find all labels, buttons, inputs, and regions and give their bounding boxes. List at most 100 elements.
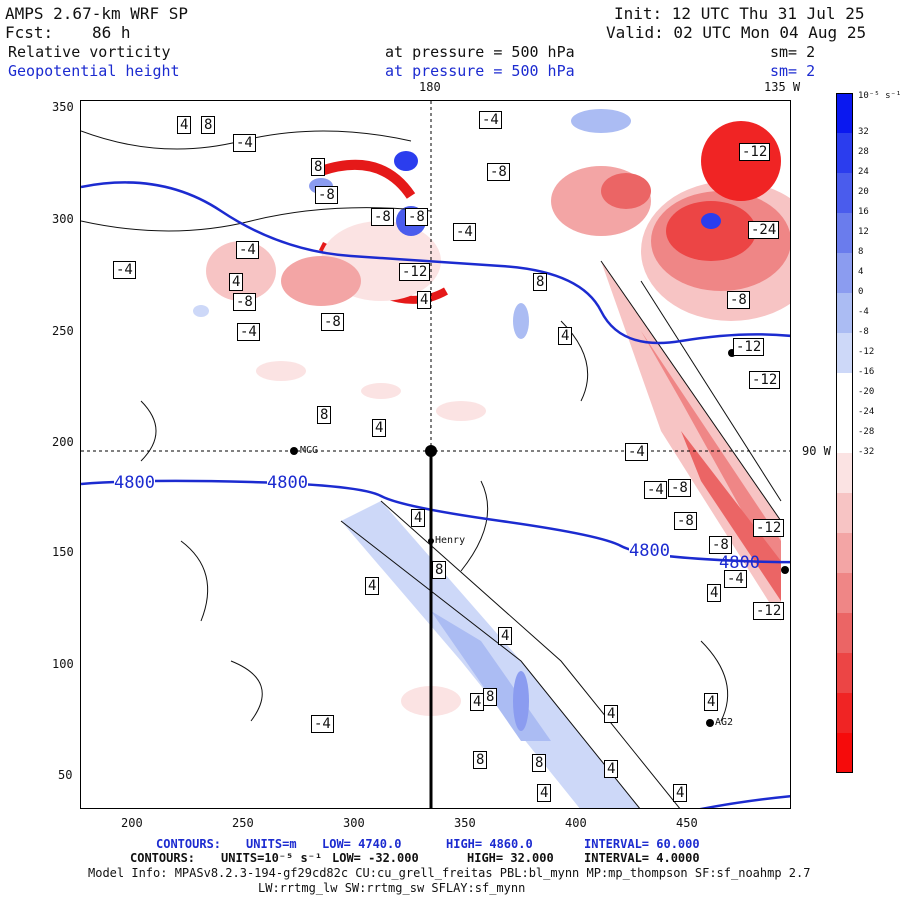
vorticity-contour-label: 8 xyxy=(201,116,216,134)
vorticity-contours-high: HIGH= 32.000 xyxy=(467,851,554,865)
height-contour-label: 4800 xyxy=(719,553,760,573)
colorbar-label: 28 xyxy=(858,147,869,157)
vorticity-contour-label: 8 xyxy=(532,754,547,772)
vorticity-contour-label: 4 xyxy=(537,784,552,802)
colorbar-swatch xyxy=(836,533,853,573)
vorticity-contour-label: -4 xyxy=(236,241,259,259)
station-label-mcg: MCG xyxy=(300,445,319,456)
y-tick-label: 50 xyxy=(58,768,73,782)
colorbar-swatch xyxy=(836,213,853,253)
pole-marker xyxy=(425,445,437,457)
height-contours-label: CONTOURS: xyxy=(156,837,222,851)
colorbar-swatch xyxy=(836,733,853,773)
forecast-label: Fcst: xyxy=(5,23,54,42)
vorticity-contour-label: 4 xyxy=(673,784,688,802)
vorticity-contour-label: -4 xyxy=(724,570,747,588)
vorticity-contour-label: -4 xyxy=(453,223,476,241)
colorbar-label: 12 xyxy=(858,227,869,237)
vorticity-contour-label: -4 xyxy=(644,481,667,499)
station-label-ag2: AG2 xyxy=(715,717,734,728)
vorticity-contour-label: 4 xyxy=(365,577,380,595)
y-tick-label: 350 xyxy=(52,100,74,114)
map-plot-area[interactable]: MCG Henry HRC AG2 4800 4800 4800 4800 48… xyxy=(80,100,791,809)
y-tick-label: 300 xyxy=(52,212,74,226)
vorticity-contour-lines xyxy=(81,130,782,808)
vorticity-contour-label: -12 xyxy=(399,263,431,281)
colorbar-label: -8 xyxy=(858,327,869,337)
vorticity-contour-label: 4 xyxy=(411,509,426,527)
x-tick-label: 400 xyxy=(565,816,587,830)
geopotential-height-contours xyxy=(81,181,790,808)
y-tick-label: 150 xyxy=(52,545,74,559)
vorticity-contour-label: -4 xyxy=(625,443,648,461)
colorbar-label: -24 xyxy=(858,407,875,417)
vorticity-contours-units: UNITS=10⁻⁵ s⁻¹ xyxy=(221,851,323,865)
x-tick-label: 250 xyxy=(232,816,254,830)
colorbar-swatch xyxy=(836,133,853,173)
vorticity-contour-label: 4 xyxy=(558,327,573,345)
field2-name: Geopotential height xyxy=(8,62,180,80)
station-marker-ag2[interactable] xyxy=(706,719,714,727)
station-marker-henry[interactable] xyxy=(428,538,434,544)
vorticity-contour-label: -8 xyxy=(668,479,691,497)
x-tick-label: 350 xyxy=(454,816,476,830)
vorticity-contour-label: 8 xyxy=(473,751,488,769)
x-tick-label: 300 xyxy=(343,816,365,830)
vorticity-contour-label: -12 xyxy=(753,519,785,537)
station-marker-mcg[interactable] xyxy=(290,447,298,455)
colorbar-label: 4 xyxy=(858,267,864,277)
x-tick-label: 200 xyxy=(121,816,143,830)
vorticity-contour-label: -4 xyxy=(233,134,256,152)
vorticity-contour-label: -8 xyxy=(727,291,750,309)
colorbar-unit: 10⁻⁵ s⁻¹ xyxy=(858,91,900,101)
height-contours-low: LOW= 4740.0 xyxy=(322,837,402,851)
vorticity-contour-label: 4 xyxy=(372,419,387,437)
vorticity-contour-label: 4 xyxy=(604,705,619,723)
vorticity-contours-label: CONTOURS: xyxy=(130,851,196,865)
colorbar-label: -32 xyxy=(858,447,875,457)
vorticity-contour-label: 4 xyxy=(704,693,719,711)
model-info: Model Info: MPASv8.2.3-194-gf29cd82c CU:… xyxy=(88,866,811,880)
colorbar-swatch xyxy=(836,253,853,293)
vorticity-contour-label: -4 xyxy=(479,111,502,129)
colorbar-swatch xyxy=(836,493,853,533)
vorticity-contour-label: 8 xyxy=(533,273,548,291)
vorticity-contour-label: -4 xyxy=(237,323,260,341)
field2-smoothing: sm= 2 xyxy=(770,62,816,80)
colorbar-swatch xyxy=(836,453,853,493)
vorticity-contour-label: -4 xyxy=(311,715,334,733)
height-contours-interval: INTERVAL= 60.000 xyxy=(584,837,700,851)
colorbar-swatch xyxy=(836,333,853,373)
model-info-radiation: LW:rrtmg_lw SW:rrtmg_sw SFLAY:sf_mynn xyxy=(258,881,526,895)
field2-level: at pressure = 500 hPa xyxy=(385,62,575,80)
vorticity-contour-label: -8 xyxy=(405,208,428,226)
colorbar-swatch xyxy=(836,173,853,213)
colorbar-swatch xyxy=(836,93,853,133)
vorticity-field xyxy=(81,101,790,808)
field1-smoothing: sm= 2 xyxy=(770,43,816,61)
vorticity-contour-label: -12 xyxy=(739,143,771,161)
colorbar-label: 24 xyxy=(858,167,869,177)
colorbar-swatch xyxy=(836,613,853,653)
vorticity-contour-label: 8 xyxy=(483,688,498,706)
colorbar-label: -12 xyxy=(858,347,875,357)
vorticity-contour-label: -4 xyxy=(113,261,136,279)
field1-level: at pressure = 500 hPa xyxy=(385,43,575,61)
colorbar-swatch xyxy=(836,653,853,693)
colorbar-label: -16 xyxy=(858,367,875,377)
colorbar-swatch xyxy=(836,413,853,453)
vorticity-contour-label: -8 xyxy=(315,186,338,204)
vorticity-contour-label: -12 xyxy=(749,371,781,389)
height-contour-label: 4800 xyxy=(629,541,670,561)
colorbar-label: -20 xyxy=(858,387,875,397)
station-label-henry: Henry xyxy=(435,535,466,546)
vorticity-contour-label: 8 xyxy=(317,406,332,424)
vorticity-contour-label: -12 xyxy=(733,338,765,356)
colorbar-label: 0 xyxy=(858,287,864,297)
station-marker-edge[interactable] xyxy=(781,566,789,574)
x-tick-label: 450 xyxy=(676,816,698,830)
vorticity-contour-label: -12 xyxy=(753,602,785,620)
colorbar-swatch xyxy=(836,573,853,613)
meridian-label-180: 180 xyxy=(419,80,441,94)
vorticity-contour-label: -8 xyxy=(487,163,510,181)
